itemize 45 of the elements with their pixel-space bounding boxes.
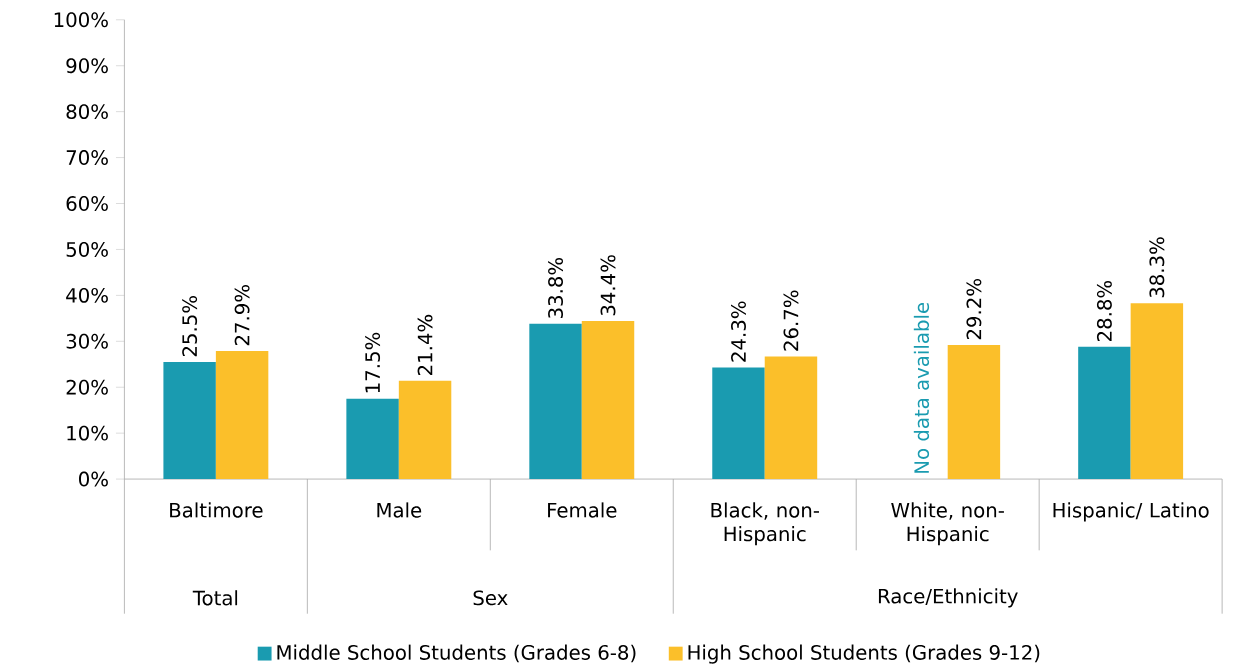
bar	[947, 344, 1001, 480]
y-tick-label: 80%	[66, 104, 108, 120]
x-tick-label: Male	[377, 502, 422, 518]
y-tick-label: 70%	[66, 150, 108, 165]
x-tick-label: Black, non-Hispanic	[711, 502, 819, 546]
data-label: 33.8%	[548, 257, 564, 318]
y-tick-label: 20%	[66, 379, 108, 395]
x-tick-label: White, non-Hispanic	[891, 502, 1004, 546]
data-label: 28.8%	[1096, 280, 1112, 341]
y-tick-label: 40%	[66, 287, 108, 303]
data-label: 29.2%	[966, 279, 982, 340]
text: No data available	[913, 302, 930, 473]
data-label: 38.3%	[1149, 237, 1165, 298]
bar	[398, 380, 452, 480]
y-tick-label: 100%	[54, 12, 108, 28]
bar	[1078, 346, 1131, 480]
y-tick-label: 50%	[66, 241, 108, 257]
data-label: 34.4%	[600, 255, 616, 316]
data-label: 17.5%	[365, 332, 381, 393]
bar	[764, 356, 818, 480]
data-label: 27.9%	[234, 284, 250, 346]
y-tick-label: 30%	[66, 333, 108, 349]
y-tick-label: 0%	[79, 471, 108, 487]
text: Sex	[473, 590, 508, 606]
legend-label: High School Students (Grades 9-12)	[688, 644, 1040, 664]
data-label: 25.5%	[182, 295, 198, 357]
data-label: 21.4%	[417, 314, 433, 375]
text: Race/Ethnicity	[878, 588, 1018, 608]
y-tick-label: 90%	[66, 58, 108, 74]
legend-label: Middle School Students (Grades 6-8)	[277, 644, 636, 663]
text: Total	[192, 590, 238, 606]
y-tick-label: 60%	[66, 195, 108, 211]
bar	[712, 367, 765, 480]
data-label: 24.3%	[731, 301, 746, 362]
y-tick-label: 10%	[67, 425, 108, 441]
bar	[1130, 303, 1184, 480]
bar	[581, 321, 635, 480]
bar	[346, 398, 399, 480]
x-tick-label: Baltimore	[170, 502, 263, 518]
data-label: 26.7%	[783, 290, 799, 351]
bar	[529, 323, 582, 480]
x-tick-label: Female	[548, 502, 617, 518]
bar	[163, 361, 216, 480]
x-tick-label: Hispanic/ Latino	[1053, 502, 1209, 522]
bar	[215, 350, 269, 480]
